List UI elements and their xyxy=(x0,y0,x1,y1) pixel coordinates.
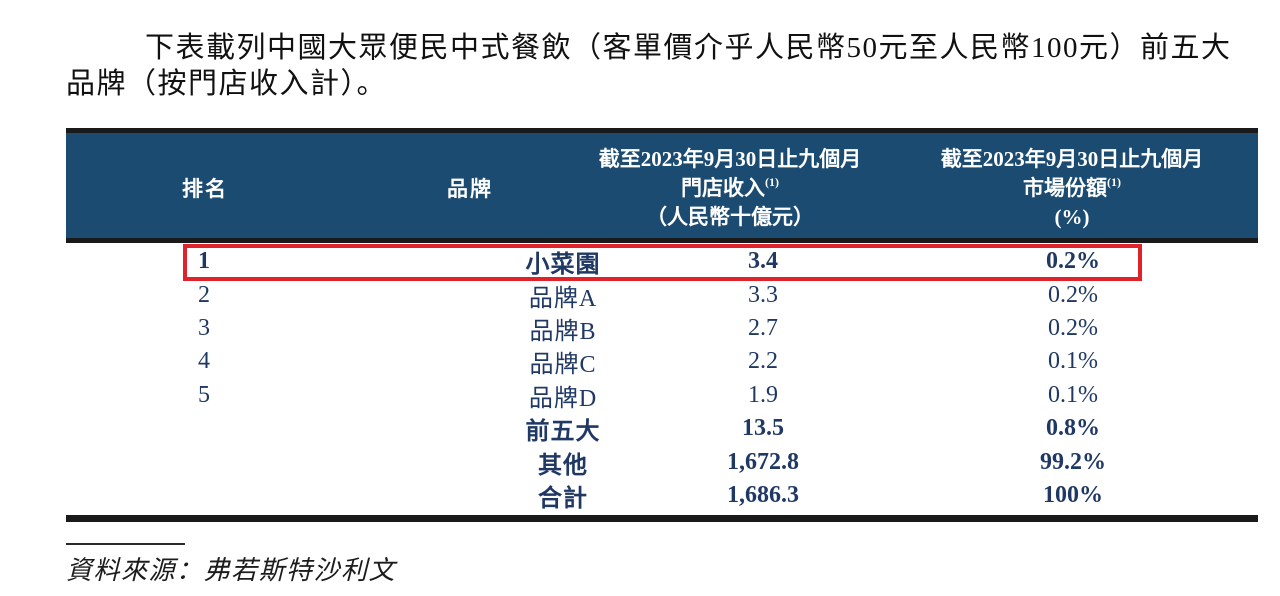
cell-share: 0.2% xyxy=(1046,248,1100,275)
column-header-rank: 排名 xyxy=(182,177,228,201)
cell-brand: 品牌B xyxy=(529,318,597,345)
table-row: 合計 1,686.3 100% xyxy=(66,479,1258,512)
cell-share: 0.1% xyxy=(1048,348,1098,375)
cell-rank: 3 xyxy=(198,314,210,341)
table-header-row: 排名 品牌 截至2023年9月30日止九個月 門店收入(1) （人民幣十億元） … xyxy=(66,133,1258,243)
table-row: 其他 1,672.8 99.2% xyxy=(66,445,1258,479)
column-header-brand: 品牌 xyxy=(447,177,493,201)
cell-rank xyxy=(66,445,342,478)
cell-brand: 品牌C xyxy=(529,352,597,379)
source-note: 資料來源：弗若斯特沙利文 xyxy=(66,556,397,585)
column-header-revenue: 截至2023年9月30日止九個月 門店收入(1) （人民幣十億元） xyxy=(550,133,910,243)
cell-revenue: 3.4 xyxy=(748,248,778,275)
table-row: 2 品牌A 3.3 0.2% xyxy=(66,278,1258,312)
brand-ranking-table: 排名 品牌 截至2023年9月30日止九個月 門店收入(1) （人民幣十億元） … xyxy=(66,128,1258,523)
cell-share: 0.1% xyxy=(1048,381,1098,408)
cell-brand: 前五大 xyxy=(525,419,601,446)
cell-rank: 1 xyxy=(198,248,210,275)
cell-rank: 5 xyxy=(198,381,210,408)
share-header-label-line: 市場份額(1) xyxy=(892,174,1252,203)
share-header-label: 市場份額 xyxy=(1023,175,1107,200)
cell-share: 100% xyxy=(1043,481,1103,508)
table-top-border xyxy=(66,128,1258,133)
share-header-unit: (%) xyxy=(1054,204,1090,229)
cell-rank: 4 xyxy=(198,348,210,375)
table-body: 1 小菜園 3.4 0.2% 2 品牌A 3.3 0.2% 3 品牌B 2.7 0.2% 4 品牌C 2.2… xyxy=(66,243,1258,515)
revenue-header-footnote-marker: (1) xyxy=(765,174,779,189)
table-row: 5 品牌D 1.9 0.1% xyxy=(66,379,1258,412)
cell-revenue: 3.3 xyxy=(748,281,778,308)
cell-share: 0.2% xyxy=(1048,281,1098,308)
share-header-period: 截至2023年9月30日止九個月 xyxy=(940,146,1204,171)
cell-revenue: 1.9 xyxy=(748,381,778,408)
cell-revenue: 13.5 xyxy=(742,415,784,442)
revenue-header-unit: （人民幣十億元） xyxy=(646,204,814,229)
table-row: 1 小菜園 3.4 0.2% xyxy=(66,244,1258,281)
cell-share: 99.2% xyxy=(1040,448,1106,475)
share-header-footnote-marker: (1) xyxy=(1107,174,1121,189)
cell-brand: 小菜園 xyxy=(525,252,601,279)
cell-brand: 其他 xyxy=(538,452,588,479)
cell-share: 0.8% xyxy=(1046,415,1100,442)
revenue-header-period: 截至2023年9月30日止九個月 xyxy=(598,146,862,171)
table-row: 前五大 13.5 0.8% xyxy=(66,412,1258,445)
revenue-header-label: 門店收入 xyxy=(681,175,765,200)
revenue-header-label-line: 門店收入(1) xyxy=(550,174,910,203)
cell-rank xyxy=(66,479,342,512)
intro-line-2: 品牌（按門店收入計）。 xyxy=(66,68,388,100)
cell-brand: 品牌D xyxy=(528,385,598,412)
cell-rank xyxy=(66,412,342,445)
cell-revenue: 1,672.8 xyxy=(727,448,799,475)
footnote-rule xyxy=(66,543,185,545)
table-row: 3 品牌B 2.7 0.2% xyxy=(66,312,1258,345)
cell-revenue: 1,686.3 xyxy=(727,481,799,508)
intro-paragraph: 下表載列中國大眾便民中式餐飲（客單價介乎人民幣50元至人民幣100元）前五大 品… xyxy=(66,30,1246,102)
cell-brand: 品牌A xyxy=(528,285,598,312)
table-row: 4 品牌C 2.2 0.1% xyxy=(66,345,1258,378)
cell-share: 0.2% xyxy=(1048,314,1098,341)
cell-revenue: 2.2 xyxy=(748,348,778,375)
cell-brand: 合計 xyxy=(538,485,588,512)
cell-rank: 2 xyxy=(198,281,210,308)
cell-revenue: 2.7 xyxy=(748,314,778,341)
intro-line-1: 下表載列中國大眾便民中式餐飲（客單價介乎人民幣50元至人民幣100元）前五大 xyxy=(145,32,1232,64)
table-bottom-border xyxy=(66,515,1258,523)
column-header-market-share: 截至2023年9月30日止九個月 市場份額(1) (%) xyxy=(892,133,1252,243)
